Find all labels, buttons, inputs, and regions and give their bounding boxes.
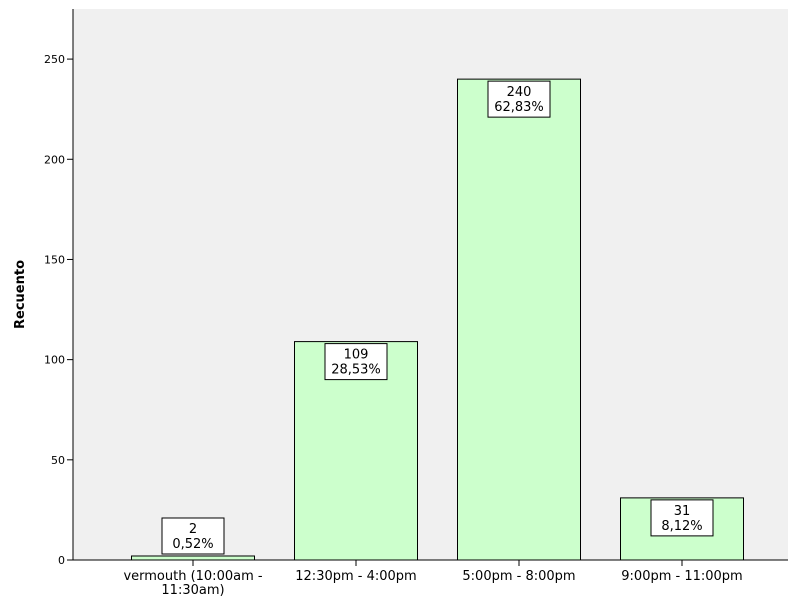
data-label: 318,12% [650,499,714,537]
x-axis: vermouth (10:00am -11:30am) 12:30pm - 4:0… [123,560,743,598]
data-label-count: 2 [189,522,197,537]
x-tick-label: 9:00pm - 11:00pm [621,569,742,584]
data-label-box [324,343,388,381]
data-label: 20,52% [161,517,225,555]
data-label-box [487,80,551,118]
data-label-box [650,499,714,537]
bar [131,555,255,561]
data-label-count: 109 [344,348,369,363]
data-label-box [161,517,225,555]
y-tick-label: 100 [44,354,65,367]
x-tick-label: 5:00pm - 8:00pm [462,569,575,584]
y-tick-label: 50 [51,454,65,467]
data-label-percent: 8,12% [661,519,702,534]
y-tick-label: 250 [44,53,65,66]
y-tick-label: 150 [44,253,65,266]
x-tick-label: 11:30am) [161,583,224,598]
bar [457,78,581,561]
y-axis-label: Recuento [13,260,28,329]
y-tick-label: 200 [44,153,65,166]
data-label-percent: 28,53% [331,363,381,378]
plot-area [73,9,788,560]
data-label-count: 31 [674,504,691,519]
data-label-percent: 0,52% [172,537,213,552]
y-tick-label: 0 [58,554,65,567]
data-label-percent: 62,83% [494,100,544,115]
x-tick-label: vermouth (10:00am - [123,569,262,584]
data-label-count: 240 [507,85,532,100]
x-tick-label: 12:30pm - 4:00pm [295,569,416,584]
